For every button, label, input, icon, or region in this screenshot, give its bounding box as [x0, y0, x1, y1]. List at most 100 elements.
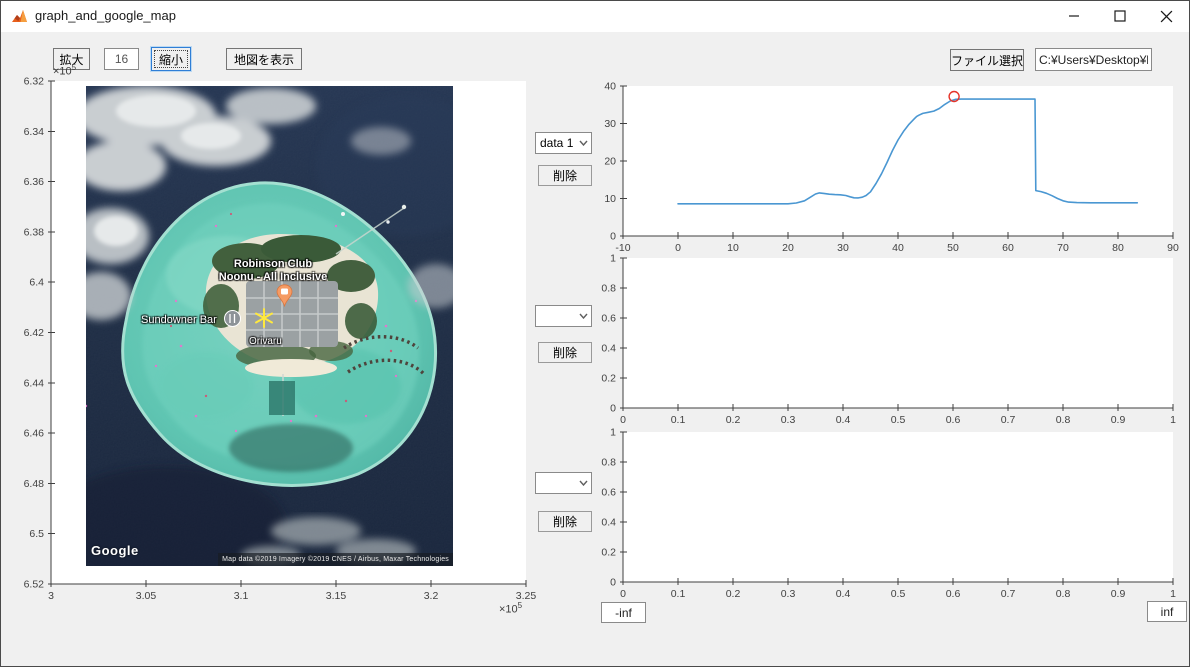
file-select-label: ファイル選択	[951, 53, 1024, 68]
delete-label-1: 削除	[552, 169, 577, 183]
svg-text:3: 3	[48, 590, 54, 602]
poi-resort-label[interactable]: Robinson Club Noonu - All Inclusive	[219, 258, 327, 284]
minimize-icon	[1069, 15, 1079, 17]
svg-text:0.8: 0.8	[1056, 414, 1071, 426]
svg-text:20: 20	[604, 156, 616, 168]
poi-bar-label[interactable]: Sundowner Bar	[141, 314, 217, 326]
chevron-down-icon	[575, 306, 591, 326]
svg-text:0: 0	[610, 577, 616, 589]
google-map-image[interactable]: Robinson Club Noonu - All Inclusive Sund…	[86, 86, 453, 566]
window-title: graph_and_google_map	[35, 8, 176, 23]
svg-text:80: 80	[1112, 242, 1124, 254]
svg-text:6.32: 6.32	[24, 76, 45, 88]
file-path-field[interactable]	[1035, 48, 1152, 71]
svg-text:20: 20	[782, 242, 794, 254]
svg-text:0: 0	[620, 414, 626, 426]
svg-text:-10: -10	[615, 242, 630, 254]
map-pin-icon[interactable]	[276, 284, 293, 307]
svg-text:0: 0	[675, 242, 681, 254]
delete-button-1[interactable]: 削除	[538, 165, 592, 186]
svg-text:1: 1	[610, 427, 616, 439]
delete-label-2: 削除	[552, 346, 577, 360]
dataset-dropdown-1-value: data 1	[540, 136, 574, 150]
svg-text:0.8: 0.8	[1056, 588, 1071, 600]
svg-text:0.2: 0.2	[726, 588, 741, 600]
file-select-button[interactable]: ファイル選択	[950, 49, 1024, 71]
upper-bound-field[interactable]	[1147, 601, 1187, 622]
maximize-icon	[1114, 10, 1126, 22]
svg-text:0.6: 0.6	[946, 588, 961, 600]
plot2-canvas[interactable]	[623, 258, 1173, 408]
zoom-level-field[interactable]	[104, 48, 139, 70]
google-logo: Google	[91, 543, 139, 558]
map-y-exponent: ×105	[53, 63, 77, 78]
poi-island-label[interactable]: Orivaru	[249, 336, 282, 347]
svg-text:0.9: 0.9	[1111, 414, 1126, 426]
svg-text:6.36: 6.36	[24, 176, 45, 188]
svg-text:0.6: 0.6	[601, 313, 616, 325]
svg-text:6.5: 6.5	[29, 528, 44, 540]
svg-text:0.3: 0.3	[781, 588, 796, 600]
dataset-dropdown-1[interactable]: data 1	[535, 132, 592, 154]
svg-text:0.4: 0.4	[836, 588, 851, 600]
svg-text:0: 0	[620, 588, 626, 600]
titlebar: graph_and_google_map	[1, 1, 1189, 32]
svg-text:0.4: 0.4	[836, 414, 851, 426]
svg-text:1: 1	[610, 253, 616, 265]
svg-text:0.7: 0.7	[1001, 414, 1016, 426]
maximize-button[interactable]	[1097, 1, 1143, 31]
svg-text:0.1: 0.1	[671, 414, 686, 426]
svg-text:40: 40	[604, 81, 616, 93]
svg-text:50: 50	[947, 242, 959, 254]
svg-text:6.34: 6.34	[24, 126, 45, 138]
delete-label-3: 削除	[552, 515, 577, 529]
delete-button-2[interactable]: 削除	[538, 342, 592, 363]
svg-text:6.44: 6.44	[24, 377, 45, 389]
svg-text:30: 30	[604, 118, 616, 130]
svg-text:0.7: 0.7	[1001, 588, 1016, 600]
svg-text:90: 90	[1167, 242, 1179, 254]
svg-text:3.05: 3.05	[136, 590, 157, 602]
svg-text:6.52: 6.52	[24, 579, 45, 591]
svg-text:1: 1	[1170, 414, 1176, 426]
svg-text:10: 10	[727, 242, 739, 254]
svg-text:0.2: 0.2	[601, 547, 616, 559]
svg-text:0.2: 0.2	[726, 414, 741, 426]
svg-text:3.2: 3.2	[424, 590, 439, 602]
svg-text:3.1: 3.1	[234, 590, 249, 602]
svg-text:0.6: 0.6	[601, 487, 616, 499]
svg-text:0.1: 0.1	[671, 588, 686, 600]
zoom-out-button[interactable]: 縮小	[151, 47, 191, 71]
selected-point-star-marker	[255, 308, 273, 328]
close-button[interactable]	[1143, 1, 1189, 31]
chevron-down-icon	[575, 133, 591, 153]
svg-text:10: 10	[604, 193, 616, 205]
map-x-exponent: ×105	[499, 601, 523, 616]
zoom-in-label: 拡大	[59, 52, 84, 67]
svg-text:6.4: 6.4	[29, 277, 44, 289]
plot3-canvas[interactable]	[623, 432, 1173, 582]
restaurant-poi-icon[interactable]	[224, 310, 241, 327]
svg-text:0.6: 0.6	[946, 414, 961, 426]
minimize-button[interactable]	[1051, 1, 1097, 31]
show-map-label: 地図を表示	[233, 52, 294, 67]
dataset-dropdown-3[interactable]	[535, 472, 592, 494]
svg-text:0.4: 0.4	[601, 517, 616, 529]
svg-text:0.8: 0.8	[601, 283, 616, 295]
svg-text:1: 1	[1170, 588, 1176, 600]
show-map-button[interactable]: 地図を表示	[226, 48, 302, 70]
matlab-icon	[12, 10, 27, 22]
svg-text:0.2: 0.2	[601, 373, 616, 385]
lower-bound-field[interactable]	[601, 602, 646, 623]
svg-text:6.42: 6.42	[24, 327, 45, 339]
svg-text:0.8: 0.8	[601, 457, 616, 469]
svg-text:60: 60	[1002, 242, 1014, 254]
zoom-in-button[interactable]: 拡大	[53, 48, 90, 70]
delete-button-3[interactable]: 削除	[538, 511, 592, 532]
zoom-out-label: 縮小	[158, 52, 183, 67]
dataset-dropdown-2[interactable]	[535, 305, 592, 327]
svg-text:3.15: 3.15	[326, 590, 347, 602]
poi-bar-text: Sundowner Bar	[141, 314, 217, 326]
plot1-canvas[interactable]	[623, 86, 1173, 236]
